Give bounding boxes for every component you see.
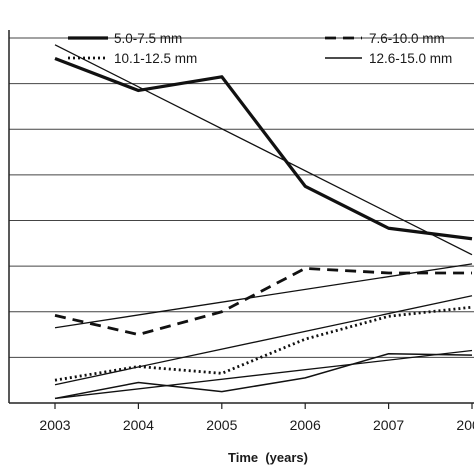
x-tick-label: 2007 [373,417,404,433]
gridlines [9,37,474,358]
trendline-4 [54,349,473,400]
legend-label-4: 12.6-15.0 mm [369,51,452,66]
series-line-3 [54,305,473,382]
trendline-3 [54,295,473,386]
series-lines [54,57,473,400]
x-tick-label: 2004 [123,417,154,433]
x-tick-label: 2008 [456,417,474,433]
x-tick-label: 2006 [290,417,321,433]
x-tick-label: 2005 [206,417,237,433]
legend-label-3: 10.1-12.5 mm [114,51,197,66]
x-ticks: 2003 2004 2005 2006 2007 2008 [39,403,474,433]
series-line-2 [54,267,472,336]
trendline-2 [54,263,473,329]
x-axis-title: Time (years) [228,450,308,465]
legend: 5.0-7.5 mm 7.6-10.0 mm 10.1-12.5 mm 12.6-15… [68,31,452,66]
series-line-4 [54,352,473,400]
trendline-1 [54,44,473,256]
legend-label-1: 5.0-7.5 mm [114,31,182,46]
legend-label-2: 7.6-10.0 mm [369,31,445,46]
x-tick-label: 2003 [39,417,70,433]
series-line-1 [54,57,473,241]
trendlines [54,44,473,400]
